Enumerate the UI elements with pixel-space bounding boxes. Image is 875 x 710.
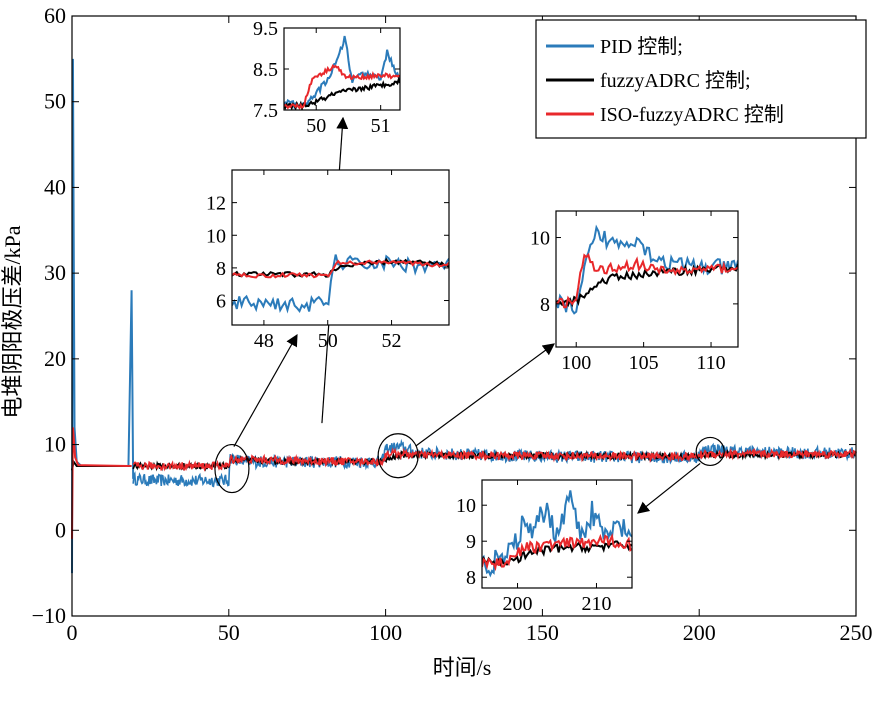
inset-series-iso (284, 63, 400, 110)
inset-zoom-47-54-y-tick-label: 10 (206, 225, 226, 247)
inset-zoom-100: 100 105 110 8 10 (530, 210, 739, 374)
inset-zoom-200-y-tick-label: 10 (456, 495, 476, 517)
arrow-to-zoom-200 (637, 462, 701, 514)
inset-zoom-100-background (556, 211, 738, 347)
main-x-tick-label: 0 (67, 620, 78, 645)
inset-zoom-47-54-frame (231, 169, 450, 326)
main-y-tick-label: 10 (44, 432, 66, 457)
inset-zoom-200-frame (481, 479, 633, 589)
series-iso-transient (71, 427, 132, 539)
main-x-tick-label: 50 (218, 620, 240, 645)
inset-zoom-200-x-tick-label: 210 (581, 593, 611, 615)
inset-zoom-100-y-tick-label: 8 (540, 294, 550, 316)
inset-series-fuzzy (232, 257, 449, 278)
inset-zoom-50-x-tick-label: 50 (306, 115, 326, 137)
inset-zoom-200-y-tick-label: 8 (466, 567, 476, 589)
inset-zoom-100-y-tick-label: 10 (530, 228, 550, 250)
main-y-tick-label: 60 (44, 3, 66, 28)
series-iso-line (132, 447, 857, 472)
inset-zoom-47-54-background (232, 170, 449, 325)
main-frame (71, 15, 857, 617)
inset-zoom-50-y-tick-label: 7.5 (253, 100, 278, 122)
legend-label-fuzzy: fuzzyADRC 控制; (600, 69, 751, 92)
main-x-tick-label: 150 (526, 620, 559, 645)
inset-series-iso (232, 259, 449, 279)
main-y-tick-label: 30 (44, 260, 66, 285)
main-x-tick-label: 250 (840, 620, 873, 645)
inset-series-iso (482, 532, 632, 572)
arrow-to-zoom-47-54 (233, 333, 298, 447)
inset-zoom-47-54-y-tick-label: 6 (216, 291, 226, 313)
zoom-circle-50 (214, 443, 250, 494)
main-x-tick-label: 200 (683, 620, 716, 645)
inset-zoom-50-background (284, 28, 400, 110)
inset-zoom-50-y-tick-label: 8.5 (253, 59, 278, 81)
inset-zoom-47-54: 48 50 52 6 8 10 12 (206, 169, 450, 352)
arrow-to-zoom-100 (415, 343, 555, 447)
inset-zoom-47-54-x-tick-label: 52 (382, 330, 402, 352)
inset-series-iso (556, 252, 738, 309)
main-y-tick-label: 20 (44, 346, 66, 371)
inset-series-fuzzy (556, 263, 738, 308)
y-axis-label: 电堆阴阳极压差/kPa (0, 225, 25, 418)
main-x-tick-label: 100 (369, 620, 402, 645)
inset-zoom-47-54-y-tick-label: 8 (216, 258, 226, 280)
x-axis-label: 时间/s (433, 655, 492, 680)
inset-zoom-100-x-tick-label: 110 (696, 352, 725, 374)
inset-series-pid (482, 490, 632, 578)
inset-series-fuzzy (482, 540, 632, 568)
inset-zoom-50-x-tick-label: 51 (371, 115, 391, 137)
inset-zoom-100-x-tick-label: 100 (561, 352, 591, 374)
inset-zoom-50: 50 51 7.5 8.5 9.5 (253, 18, 401, 137)
main-y-tick-label: 50 (44, 89, 66, 114)
inset-zoom-200: 200 210 8 9 10 (456, 479, 633, 615)
legend-label-pid: PID 控制; (600, 35, 683, 58)
legend: PID 控制; fuzzyADRC 控制; ISO-fuzzyADRC 控制 (535, 19, 867, 139)
inset-zoom-100-frame (555, 210, 739, 348)
inset-zoom-50-y-tick-label: 9.5 (253, 18, 278, 40)
inset-series-fuzzy (284, 76, 400, 110)
inset-zoom-100-x-tick-label: 105 (629, 352, 659, 374)
main-y-tick-label: 40 (44, 174, 66, 199)
inset-zoom-47-54-y-tick-label: 12 (206, 193, 226, 215)
inset-zoom-47-54-x-tick-label: 48 (254, 330, 274, 352)
inset-zoom-200-y-tick-label: 9 (466, 531, 476, 553)
zoom-circle-200 (695, 436, 725, 467)
legend-label-iso: ISO-fuzzyADRC 控制 (600, 103, 784, 126)
inset-zoom-47-54-x-tick-label: 50 (318, 330, 338, 352)
inset-zoom-200-x-tick-label: 200 (503, 593, 533, 615)
main-y-tick-label: 0 (55, 517, 66, 542)
main-y-tick-label: −10 (32, 603, 66, 628)
zoom-circle-100 (377, 433, 419, 479)
